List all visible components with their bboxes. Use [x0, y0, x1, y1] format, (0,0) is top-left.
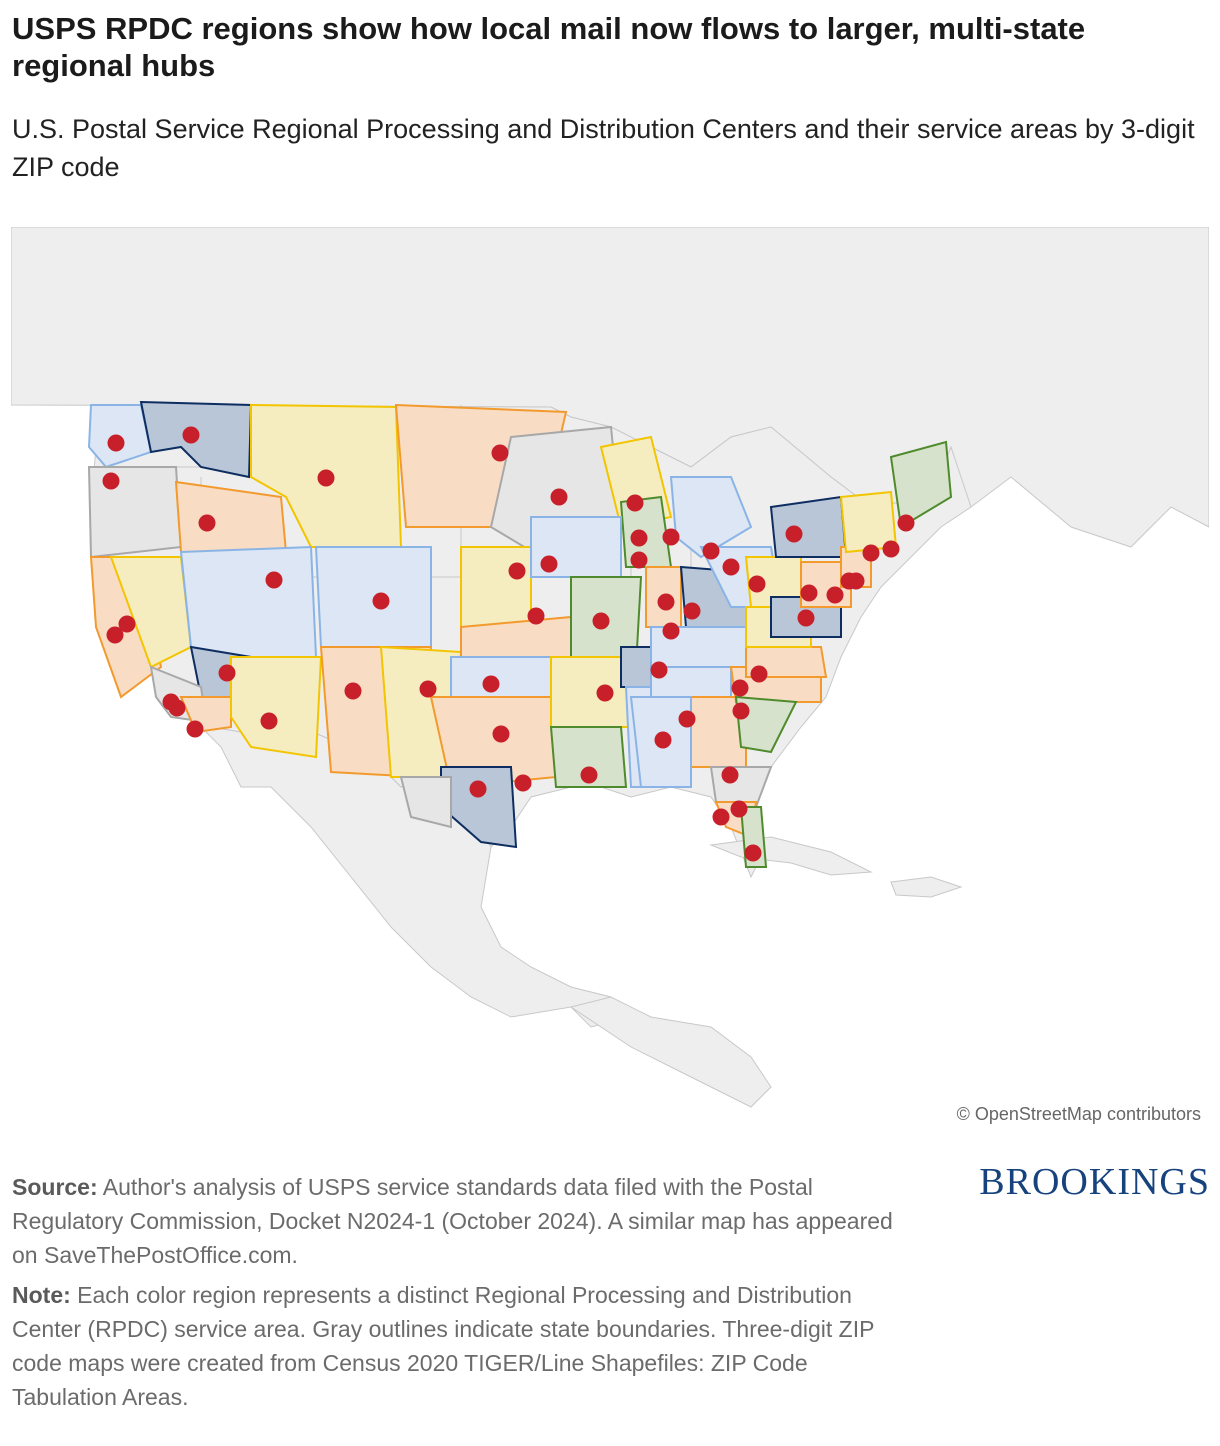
rpdc-hub-marker[interactable]: [419, 680, 437, 698]
rpdc-hub-marker[interactable]: [118, 615, 136, 633]
hispaniola-land: [890, 876, 963, 898]
rpdc-hub-marker[interactable]: [722, 558, 740, 576]
source-note: Source: Author's analysis of USPS servic…: [12, 1170, 912, 1272]
chart-subtitle: U.S. Postal Service Regional Processing …: [12, 114, 1195, 182]
region-nevada-utah: [179, 545, 318, 658]
rpdc-hub-marker[interactable]: [882, 540, 900, 558]
rpdc-hub-marker[interactable]: [527, 607, 545, 625]
rpdc-hub-marker[interactable]: [317, 469, 335, 487]
rpdc-map[interactable]: © OpenStreetMap contributors: [11, 227, 1209, 1129]
rpdc-hub-marker[interactable]: [372, 592, 390, 610]
note-label: Note:: [12, 1282, 71, 1308]
rpdc-hub-marker[interactable]: [862, 544, 880, 562]
region-phoenix: [230, 656, 323, 759]
map-canvas: [11, 227, 1209, 1108]
rpdc-hub-marker[interactable]: [186, 720, 204, 738]
rpdc-hub-marker[interactable]: [260, 712, 278, 730]
rpdc-hub-marker[interactable]: [847, 572, 865, 590]
rpdc-hub-marker[interactable]: [198, 514, 216, 532]
source-text: Author's analysis of USPS service standa…: [12, 1174, 893, 1268]
region-omaha: [460, 546, 532, 628]
rpdc-hub-marker[interactable]: [662, 528, 680, 546]
rpdc-hub-marker[interactable]: [182, 426, 200, 444]
rpdc-hub-marker[interactable]: [265, 571, 283, 589]
rpdc-hub-marker[interactable]: [630, 529, 648, 547]
rpdc-hub-marker[interactable]: [721, 766, 739, 784]
rpdc-hub-marker[interactable]: [678, 710, 696, 728]
rpdc-hub-marker[interactable]: [650, 661, 668, 679]
cuba-land: [709, 836, 873, 876]
rpdc-hub-marker[interactable]: [826, 586, 844, 604]
rpdc-hub-marker[interactable]: [580, 766, 598, 784]
rpdc-hub-marker[interactable]: [107, 434, 125, 452]
rpdc-hub-marker[interactable]: [800, 584, 818, 602]
rpdc-hub-marker[interactable]: [218, 664, 236, 682]
rpdc-hub-marker[interactable]: [491, 444, 509, 462]
rpdc-hub-marker[interactable]: [514, 774, 532, 792]
region-new-orleans: [549, 726, 628, 788]
region-maine: [889, 440, 953, 529]
rpdc-hub-marker[interactable]: [712, 808, 730, 826]
rpdc-hub-markers: [102, 426, 915, 862]
rpdc-hub-marker[interactable]: [168, 699, 186, 717]
rpdc-hub-marker[interactable]: [540, 555, 558, 573]
rpdc-hub-marker[interactable]: [492, 725, 510, 743]
rpdc-hub-marker[interactable]: [344, 682, 362, 700]
brookings-logo[interactable]: BROOKINGS: [979, 1161, 1210, 1203]
rpdc-hub-marker[interactable]: [630, 551, 648, 569]
rpdc-hub-marker[interactable]: [626, 494, 644, 512]
region-michigan: [669, 476, 753, 559]
region-arkansas: [550, 656, 632, 728]
rpdc-hub-marker[interactable]: [662, 622, 680, 640]
note-paragraph: Note: Each color region represents a dis…: [12, 1278, 912, 1414]
map-attribution[interactable]: © OpenStreetMap contributors: [954, 1104, 1203, 1125]
rpdc-hub-marker[interactable]: [654, 731, 672, 749]
central-america-land: [569, 996, 772, 1108]
rpdc-hub-marker[interactable]: [797, 609, 815, 627]
rpdc-hub-marker[interactable]: [657, 593, 675, 611]
rpdc-hub-marker[interactable]: [730, 800, 748, 818]
region-upstate-ny: [769, 495, 848, 558]
chart-title: USPS RPDC regions show how local mail no…: [12, 11, 1086, 83]
rpdc-hub-marker[interactable]: [748, 575, 766, 593]
rpdc-hub-marker[interactable]: [897, 514, 915, 532]
rpdc-hub-marker[interactable]: [731, 679, 749, 697]
rpdc-hub-marker[interactable]: [732, 702, 750, 720]
region-san-antonio: [399, 776, 452, 829]
rpdc-hub-marker[interactable]: [702, 542, 720, 560]
rpdc-regions: [87, 400, 953, 868]
rpdc-hub-marker[interactable]: [550, 488, 568, 506]
rpdc-hub-marker[interactable]: [750, 665, 768, 683]
rpdc-hub-marker[interactable]: [469, 780, 487, 798]
footnotes: Source: Author's analysis of USPS servic…: [12, 1170, 912, 1420]
rpdc-hub-marker[interactable]: [508, 562, 526, 580]
rpdc-hub-marker[interactable]: [785, 525, 803, 543]
rpdc-hub-marker[interactable]: [482, 675, 500, 693]
rpdc-hub-marker[interactable]: [596, 684, 614, 702]
source-label: Source:: [12, 1174, 98, 1200]
rpdc-hub-marker[interactable]: [102, 472, 120, 490]
note-text: Each color region represents a distinct …: [12, 1282, 875, 1410]
rpdc-hub-marker[interactable]: [592, 612, 610, 630]
region-columbia: [734, 695, 798, 754]
rpdc-hub-marker[interactable]: [683, 602, 701, 620]
rpdc-hub-marker[interactable]: [106, 626, 124, 644]
rpdc-hub-marker[interactable]: [744, 844, 762, 862]
